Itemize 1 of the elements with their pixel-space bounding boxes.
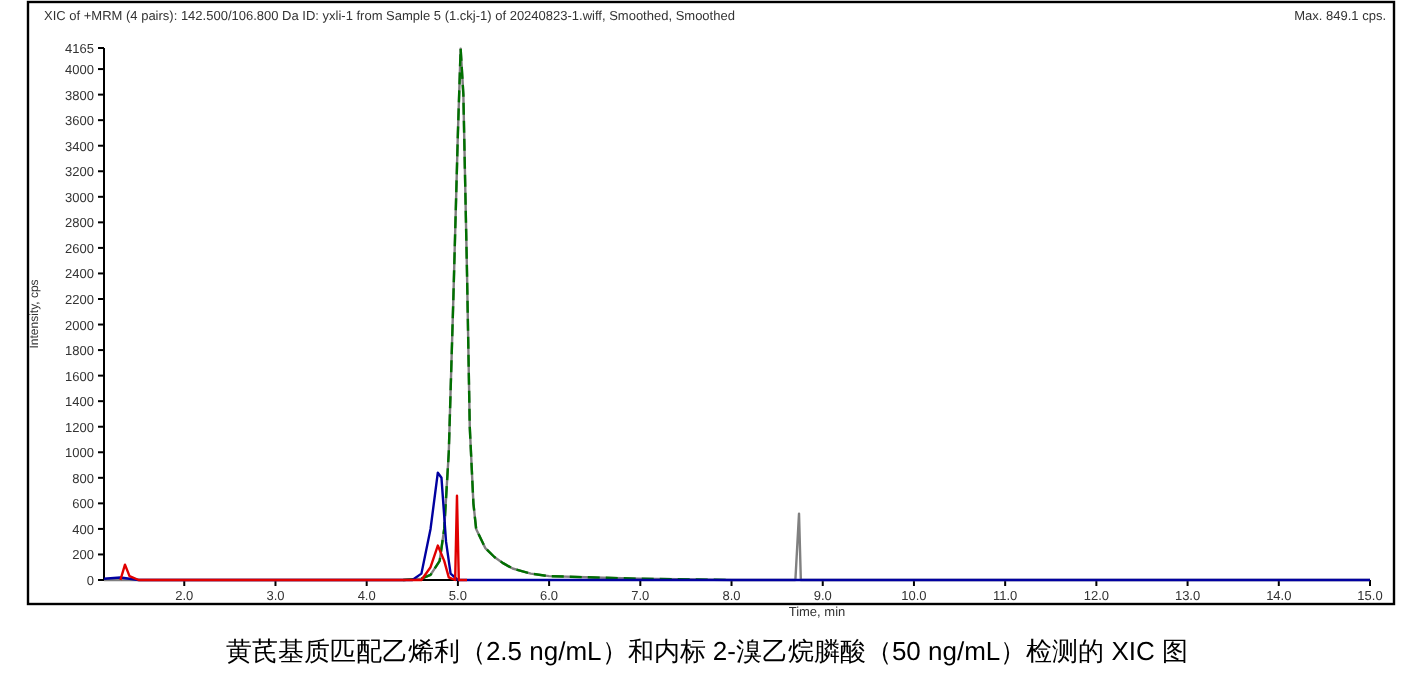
- text: 黄芪基质匹配乙烯利（2.5 ng/mL）和内标 2-溴乙烷膦酸（50 ng/mL）检测的 XIC 图: [225, 636, 1189, 666]
